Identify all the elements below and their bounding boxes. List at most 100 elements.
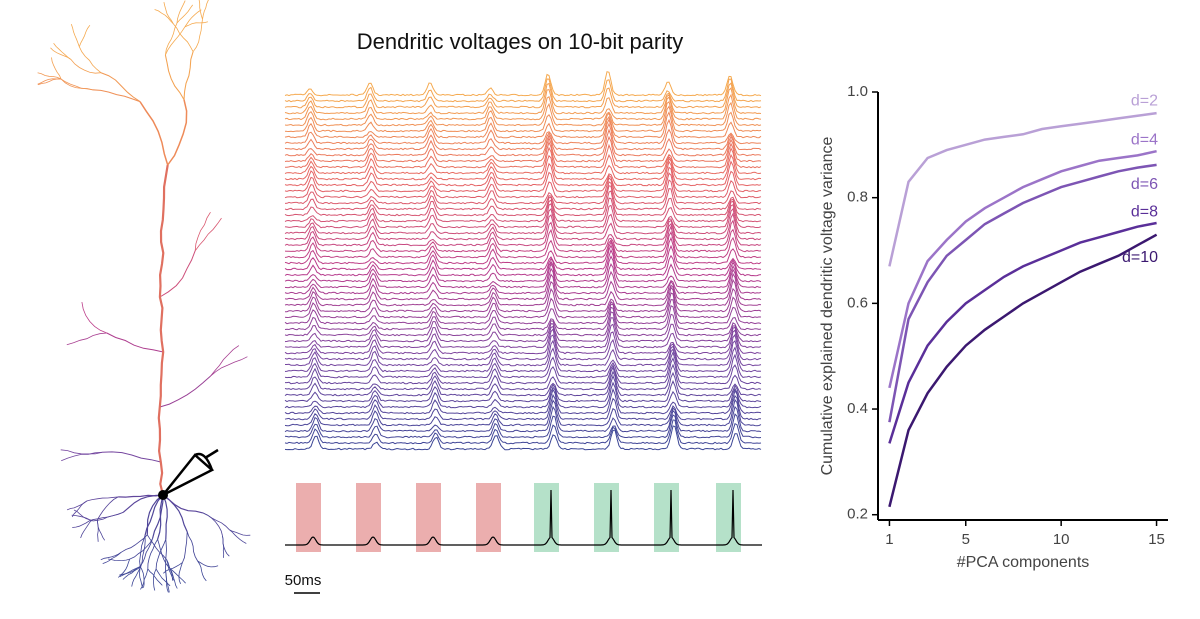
input-window xyxy=(654,483,679,552)
dendritic-trace xyxy=(284,105,762,133)
dendritic-trace xyxy=(284,387,762,415)
series-label: d=2 xyxy=(1131,92,1158,109)
dendrite xyxy=(176,0,186,24)
y-tick-label: 0.8 xyxy=(847,189,868,206)
dendrite xyxy=(147,539,158,569)
series-line xyxy=(888,233,1158,508)
dendrite xyxy=(129,538,153,560)
dendritic-trace xyxy=(284,346,762,373)
y-axis-label: Cumulative explained dendritic voltage v… xyxy=(819,136,836,475)
dendritic-trace xyxy=(284,197,762,223)
dendritic-trace xyxy=(284,236,762,265)
dendritic-trace xyxy=(284,328,762,355)
dendrite xyxy=(139,535,146,567)
dendrite xyxy=(107,558,130,562)
dendrite xyxy=(165,22,178,56)
dendrite xyxy=(102,551,122,564)
dendrite xyxy=(80,519,93,539)
dendrite xyxy=(164,54,185,100)
dendritic-trace xyxy=(284,122,762,151)
dendrite xyxy=(121,534,148,553)
series-label: d=6 xyxy=(1131,176,1158,193)
dendritic-trace xyxy=(284,317,762,343)
dendrite xyxy=(70,23,80,47)
dendrite xyxy=(122,566,142,580)
dendrite xyxy=(192,19,203,52)
input-window xyxy=(356,483,381,552)
dendritic-trace xyxy=(284,255,762,283)
input-window xyxy=(476,483,501,552)
dendritic-trace xyxy=(284,118,761,145)
dendrite xyxy=(144,494,164,536)
dendrite xyxy=(139,101,169,166)
dendritic-trace xyxy=(284,93,762,121)
dendrite xyxy=(169,567,186,584)
dendritic-trace xyxy=(284,185,762,211)
dendrite xyxy=(198,0,203,20)
dendrite xyxy=(60,78,93,91)
dendrite xyxy=(167,99,188,166)
dendrite xyxy=(51,57,62,80)
dendrite xyxy=(210,356,248,377)
dendritic-trace xyxy=(284,160,762,187)
dendrite xyxy=(73,509,94,522)
dendritic-trace xyxy=(284,135,762,163)
dendrite xyxy=(139,566,145,588)
dendritic-trace xyxy=(284,87,762,115)
dendritic-trace xyxy=(284,267,762,295)
dendrite xyxy=(166,559,173,581)
series-line xyxy=(888,163,1157,423)
dendritic-trace xyxy=(284,190,762,217)
series-label: d=8 xyxy=(1131,203,1158,220)
dendrite xyxy=(37,78,62,86)
dendritic-trace xyxy=(285,140,762,169)
dendrite xyxy=(163,562,183,574)
dendrite xyxy=(96,519,106,541)
dendritic-trace xyxy=(284,333,762,361)
dendritic-trace xyxy=(284,146,762,175)
dendrite xyxy=(202,512,223,537)
neuron-morphology xyxy=(37,0,251,593)
dendritic-trace xyxy=(284,71,762,97)
dendritic-trace xyxy=(284,405,762,433)
dendrite xyxy=(165,570,169,593)
dendrite xyxy=(155,568,171,587)
x-tick-label: 15 xyxy=(1148,531,1165,548)
dendritic-trace xyxy=(284,351,762,379)
dendritic-trace xyxy=(284,425,762,451)
series-line xyxy=(888,221,1157,444)
dendrite xyxy=(184,21,208,28)
x-tick-label: 10 xyxy=(1053,531,1070,548)
dendritic-trace xyxy=(284,272,762,301)
dendrite xyxy=(186,531,198,562)
dendrite xyxy=(119,566,140,576)
series-label: d=10 xyxy=(1122,249,1158,266)
dendrite xyxy=(182,531,188,563)
dendritic-trace xyxy=(284,278,762,307)
dendrite xyxy=(71,500,88,518)
dendrite xyxy=(66,332,107,346)
somatic-trace xyxy=(285,489,762,546)
dendrite xyxy=(78,24,91,47)
y-tick-label: 0.6 xyxy=(847,294,868,311)
dendritic-trace xyxy=(284,128,762,157)
dendritic-trace xyxy=(284,244,762,271)
dendrite xyxy=(202,0,209,20)
dendrite xyxy=(61,451,103,462)
scale-bar-label: 50ms xyxy=(285,572,322,589)
dendrite xyxy=(92,512,124,521)
dendrite xyxy=(194,217,222,251)
dendrite xyxy=(159,375,211,408)
dendrite xyxy=(169,567,178,589)
dendritic-trace xyxy=(284,370,762,397)
apical-trunk xyxy=(157,164,169,496)
dendritic-trace xyxy=(284,203,762,229)
dendritic-trace xyxy=(285,286,762,313)
dendrite xyxy=(122,494,164,513)
dendritic-trace xyxy=(284,212,762,241)
voltage-traces xyxy=(284,71,762,552)
dendritic-trace xyxy=(284,230,762,259)
dendrite xyxy=(78,46,102,74)
dendrite xyxy=(197,560,219,568)
x-axis-label: #PCA components xyxy=(957,554,1090,571)
